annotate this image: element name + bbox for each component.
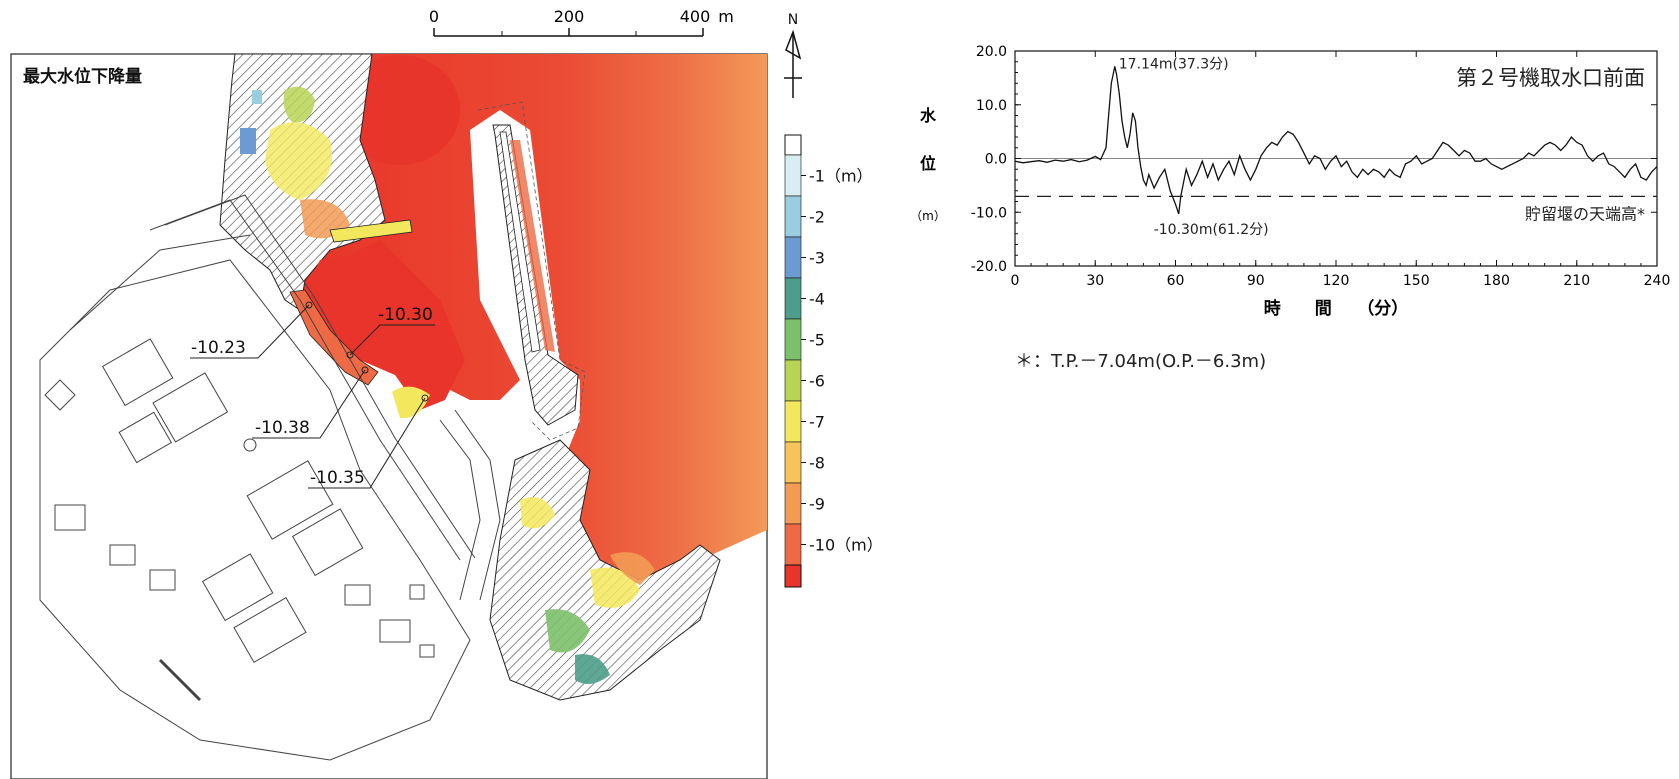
x-tick-label: 210 (1563, 273, 1590, 289)
y-tick-label: 10.0 (976, 98, 1007, 114)
marker-a1 (346, 351, 354, 359)
x-tick-label: 120 (1323, 273, 1350, 289)
marker-a4 (421, 394, 429, 402)
patch-yellow-s (590, 567, 640, 608)
legend-label: -3 (809, 249, 825, 268)
x-tick-label: 30 (1086, 273, 1104, 289)
y-tick-label: 0.0 (985, 152, 1007, 168)
legend-label: -4 (809, 290, 825, 309)
x-tick-label: 180 (1483, 273, 1510, 289)
legend-swatch (784, 482, 802, 525)
harbour-intake-yellow (392, 386, 430, 419)
patch-orange-n (300, 199, 350, 239)
axis-ticks: 0 30 60 90 120 150 180 210 240 20.0 10.0 0.0 -10.0 -2… (971, 44, 1671, 289)
x-tick-label: 240 (1644, 273, 1671, 289)
sea-deep-red-zone (340, 55, 460, 165)
y-tick-label: -20.0 (971, 259, 1007, 275)
y-tick-label: 20.0 (976, 44, 1007, 60)
north-arrow-icon: N (784, 12, 802, 98)
leader-a1 (349, 324, 435, 356)
annotation-a4: -10.35 (310, 468, 365, 488)
x-tick-label: 60 (1167, 273, 1185, 289)
legend-swatch (784, 441, 802, 484)
leader-a4 (308, 397, 426, 489)
chart-panel: 0 30 60 90 120 150 180 210 240 20.0 10.0 0.0 -10.0 -2… (910, 44, 1670, 372)
legend-swatch (784, 318, 802, 361)
scale-label-200: 200 (554, 7, 585, 26)
legend-swatch (784, 154, 802, 197)
annotation-a2: -10.23 (191, 338, 246, 358)
patch-green-s (545, 609, 590, 653)
x-tick-label: 150 (1403, 273, 1430, 289)
legend-label: -5 (809, 331, 825, 350)
legend-swatch (784, 359, 802, 402)
legend-label: -9 (809, 495, 825, 514)
legend-swatch (784, 277, 802, 320)
breakwater-outline (477, 101, 586, 441)
harbour-west-quay (289, 289, 379, 386)
harbour-pier (329, 219, 413, 243)
y-axis-label-char-1: 水 (920, 106, 937, 125)
annotation-a3: -10.38 (255, 418, 310, 438)
breakwater-orange-edge (510, 140, 555, 352)
annotation-a1: -10.30 (378, 305, 433, 325)
legend-swatch (784, 236, 802, 279)
marker-a3 (361, 366, 369, 374)
patch-green-n (283, 86, 315, 123)
legend-swatch-bottom (784, 564, 802, 588)
legend-swatch (784, 523, 802, 566)
legend-swatch-top (784, 134, 802, 156)
leader-a3 (252, 369, 366, 439)
max-annotation-label: 17.14m(37.3分) (1119, 56, 1229, 72)
scale-unit: m (718, 7, 734, 26)
scale-label-400: 400 (680, 7, 711, 26)
legend-label: -8 (809, 454, 825, 473)
chart-title: 第２号機取水口前面 (1456, 66, 1645, 90)
y-axis-unit: （m） (910, 209, 946, 223)
patch-orange-s (610, 552, 655, 585)
x-tick-label: 90 (1247, 273, 1265, 289)
legend-label: -7 (809, 413, 825, 432)
scale-label-0: 0 (429, 7, 439, 26)
color-legend: -1（m） -2 -3 -4 -5 -6 -7 -8 -9 -10（m） (784, 134, 883, 588)
patch-yellow-n (265, 122, 332, 200)
patch-blue-n (240, 128, 256, 154)
legend-label: -10（m） (809, 536, 883, 555)
site-buildings (39, 194, 501, 761)
sea-area (300, 54, 767, 625)
legend-label: -2 (809, 208, 825, 227)
map-panel: 最大水位下降量 -10.30 -10.23 -10.38 -10.35 0 20… (10, 7, 883, 779)
svg-text:N: N (788, 12, 798, 28)
map-title: 最大水位下降量 (23, 66, 142, 87)
marker-a2 (305, 301, 313, 309)
legend-swatch (784, 400, 802, 443)
patch-teal-s (575, 654, 610, 684)
scale-bar: 0 200 400 m (429, 7, 734, 37)
x-axis-label: 時 間 （分） (1264, 298, 1409, 319)
x-tick-label: 0 (1011, 273, 1020, 289)
breakwater-core (499, 131, 541, 353)
water-level-series-line (1014, 66, 1658, 215)
min-annotation-label: -10.30m(61.2分) (1154, 222, 1269, 238)
y-tick-label: -10.0 (971, 205, 1007, 221)
patch-blue-n2 (252, 90, 262, 104)
footnote: ＊：T.P.－7.04m(O.P.－6.3m) (1015, 351, 1266, 372)
y-axis-label-char-2: 位 (920, 154, 936, 173)
reference-line-label: 貯留堰の天端高* (1525, 204, 1645, 223)
leader-a2 (190, 304, 310, 359)
legend-swatch (784, 195, 802, 238)
patch-yellow-s2 (520, 497, 555, 529)
legend-label: -6 (809, 372, 825, 391)
legend-label: -1（m） (809, 167, 873, 186)
